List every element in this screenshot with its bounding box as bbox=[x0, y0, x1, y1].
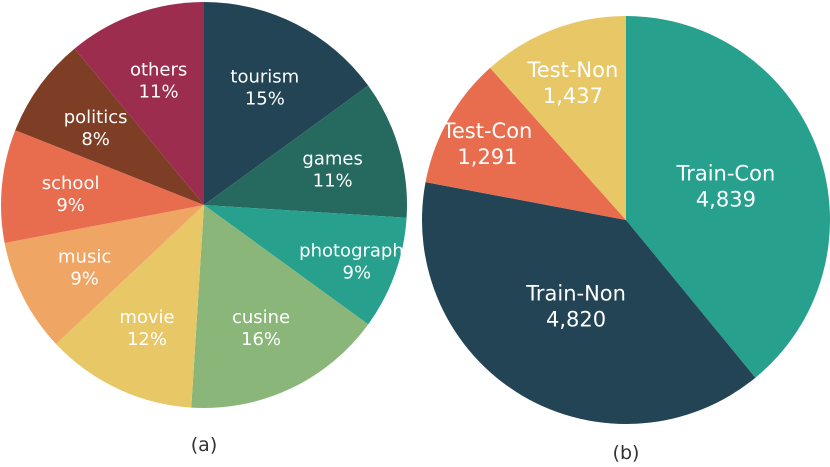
pie-slice-politics bbox=[15, 48, 205, 205]
slice-label: school bbox=[42, 173, 100, 194]
slice-label: politics bbox=[64, 107, 128, 128]
slice-label: Test-Con bbox=[442, 119, 533, 143]
pie-slice-test-non bbox=[490, 16, 626, 220]
pie-slice-test-con bbox=[425, 67, 626, 220]
pie-chart-a: tourism15%games11%photography9%cusine16%… bbox=[1, 2, 415, 408]
slice-value-label: 12% bbox=[127, 329, 167, 350]
pie-slice-tourism bbox=[204, 2, 369, 205]
slice-value-label: 1,437 bbox=[543, 84, 603, 108]
slice-value-label: 9% bbox=[343, 263, 372, 284]
pie-slice-music bbox=[4, 205, 204, 344]
caption-a: (a) bbox=[191, 434, 217, 456]
pie-slice-cusine bbox=[191, 205, 369, 408]
slice-value-label: 16% bbox=[241, 329, 281, 350]
pie-slice-others bbox=[74, 2, 204, 205]
slice-label: Test-Non bbox=[527, 58, 619, 82]
pie-slice-school bbox=[1, 130, 205, 244]
slice-value-label: 8% bbox=[81, 129, 110, 150]
caption-b: (b) bbox=[613, 442, 640, 464]
slice-value-label: 4,839 bbox=[696, 187, 756, 211]
slice-label: Train-Non bbox=[525, 281, 626, 305]
pie-slice-photography bbox=[204, 205, 407, 325]
slice-label: Train-Con bbox=[675, 161, 775, 185]
slice-value-label: 9% bbox=[56, 195, 85, 216]
slice-label: tourism bbox=[230, 66, 299, 87]
slice-value-label: 9% bbox=[70, 269, 99, 290]
slice-label: cusine bbox=[232, 307, 290, 328]
pie-slice-train-non bbox=[422, 182, 756, 424]
slice-value-label: 1,291 bbox=[457, 145, 517, 169]
pie-slice-games bbox=[204, 85, 407, 218]
slice-label: photography bbox=[299, 241, 415, 262]
slice-value-label: 4,820 bbox=[546, 307, 606, 331]
slice-label: games bbox=[302, 148, 362, 169]
slice-value-label: 11% bbox=[139, 82, 179, 103]
slice-label: others bbox=[130, 60, 187, 81]
pie-slice-movie bbox=[56, 205, 205, 408]
pie-slice-train-con bbox=[626, 16, 830, 378]
slice-value-label: 15% bbox=[245, 88, 285, 109]
slice-label: movie bbox=[119, 307, 174, 328]
slice-label: music bbox=[58, 247, 111, 268]
slice-value-label: 11% bbox=[313, 170, 353, 191]
